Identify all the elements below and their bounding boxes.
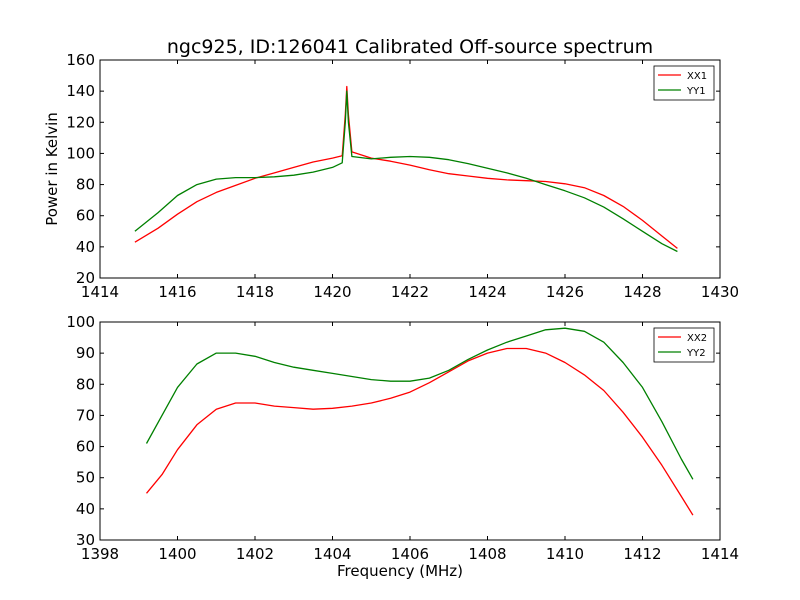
x-tick-label: 1412 xyxy=(623,545,661,563)
x-tick-label: 1414 xyxy=(701,545,739,563)
series-line-xx1 xyxy=(134,85,678,249)
y-tick-label: 80 xyxy=(76,375,95,393)
y-tick-label: 40 xyxy=(76,238,95,256)
x-tick-label: 1420 xyxy=(313,283,351,301)
y-tick-label: 30 xyxy=(76,531,95,549)
plot-frame xyxy=(99,321,721,541)
legend-box xyxy=(653,65,715,101)
x-tick-label: 1410 xyxy=(546,545,584,563)
x-tick-label: 1430 xyxy=(701,283,739,301)
y-tick-label: 50 xyxy=(76,469,95,487)
x-tick-label: 1406 xyxy=(391,545,429,563)
x-tick-label: 1398 xyxy=(81,545,119,563)
x-tick-label: 1408 xyxy=(468,545,506,563)
legend-label: YY1 xyxy=(686,86,706,97)
legend-label: YY2 xyxy=(686,348,706,359)
figure-title: ngc925, ID:126041 Calibrated Off-source … xyxy=(167,36,653,58)
series-line-yy1 xyxy=(134,90,678,253)
bottom-panel: 1398 1400 1402 1404 1406 1408 1410 1412 1414 30 40… xyxy=(66,313,739,580)
x-tick-label: 1416 xyxy=(158,283,196,301)
y-tick-label: 80 xyxy=(76,176,95,194)
y-tick-label: 40 xyxy=(76,500,95,518)
x-axis-label: Frequency (MHz) xyxy=(337,562,463,580)
y-tick-label: 90 xyxy=(76,344,95,362)
series-line-xx2 xyxy=(145,347,694,516)
plot-frame xyxy=(99,59,721,279)
x-tick-label: 1426 xyxy=(546,283,584,301)
y-tick-label: 60 xyxy=(76,207,95,225)
y-tick-label: 120 xyxy=(66,113,95,131)
y-tick-label: 140 xyxy=(66,82,95,100)
x-tick-label: 1424 xyxy=(468,283,506,301)
y-tick-label: 20 xyxy=(76,269,95,287)
x-tick-label: 1428 xyxy=(623,283,661,301)
y-axis-label: Power in Kelvin xyxy=(43,112,61,226)
y-tick-label: 60 xyxy=(76,438,95,456)
legend-box xyxy=(653,327,715,363)
x-tick-label: 1400 xyxy=(158,545,196,563)
top-panel: 1414 1416 1418 1420 1422 1424 1426 1428 1430 20 40… xyxy=(43,51,739,301)
y-tick-label: 160 xyxy=(66,51,95,69)
legend-label: XX2 xyxy=(687,333,707,344)
x-tick-label: 1404 xyxy=(313,545,351,563)
legend-label: XX1 xyxy=(687,71,707,82)
x-tick-label: 1422 xyxy=(391,283,429,301)
x-tick-label: 1402 xyxy=(236,545,274,563)
y-tick-label: 100 xyxy=(66,313,95,331)
y-tick-label: 100 xyxy=(66,144,95,162)
x-tick-label: 1418 xyxy=(236,283,274,301)
y-tick-label: 70 xyxy=(76,406,95,424)
x-tick-label: 1414 xyxy=(81,283,119,301)
series-line-yy2 xyxy=(145,327,694,480)
